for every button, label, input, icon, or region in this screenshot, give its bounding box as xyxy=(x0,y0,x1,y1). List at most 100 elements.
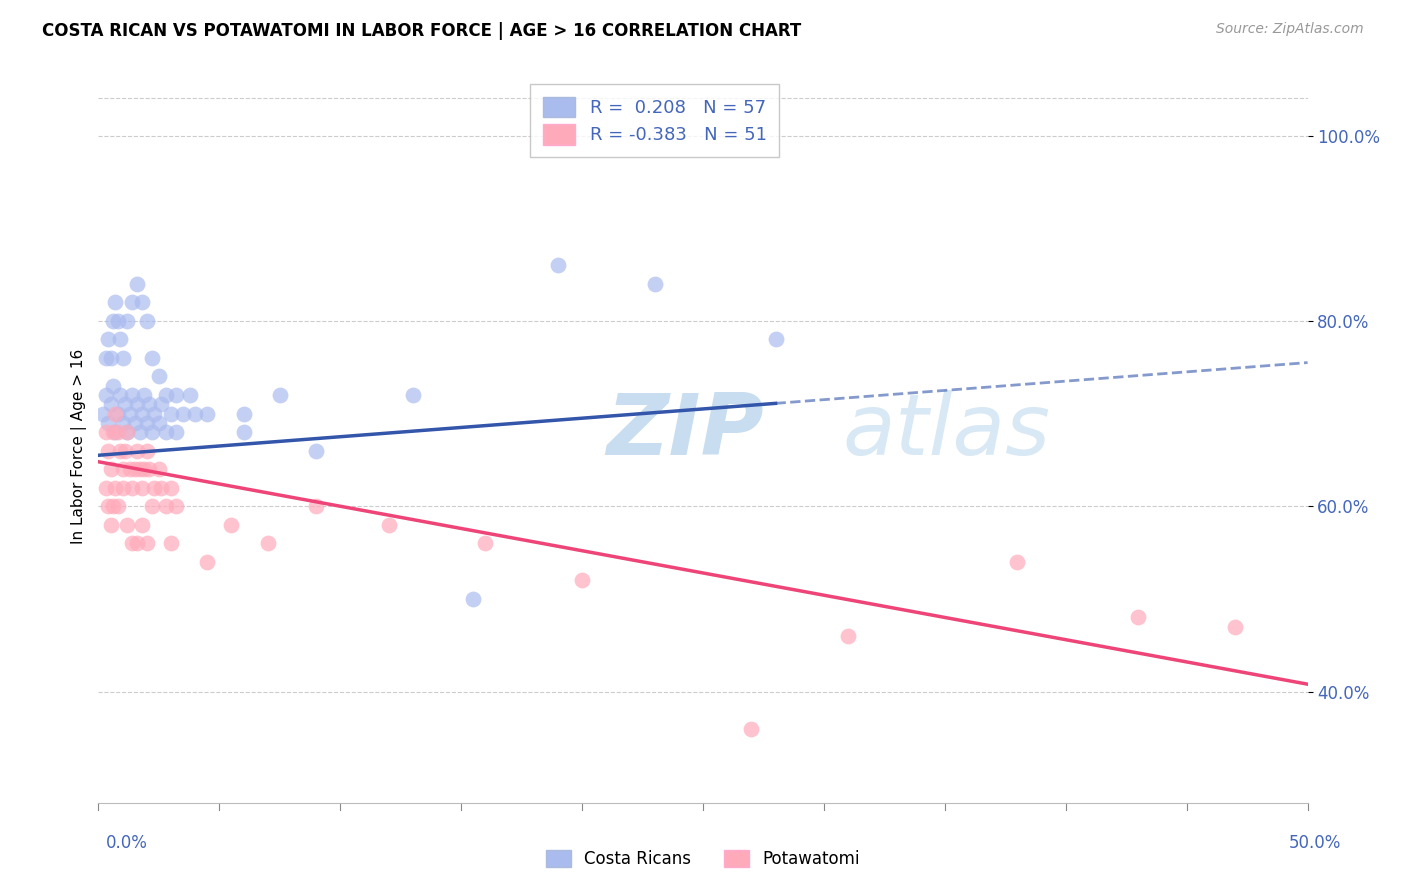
Point xyxy=(131,517,153,532)
Point xyxy=(571,574,593,588)
Point xyxy=(377,517,399,532)
Text: Source: ZipAtlas.com: Source: ZipAtlas.com xyxy=(1216,22,1364,37)
Point xyxy=(104,407,127,421)
Point xyxy=(141,500,163,514)
Text: 0.0%: 0.0% xyxy=(105,834,148,852)
Point xyxy=(1223,620,1246,634)
Point xyxy=(107,500,129,514)
Point xyxy=(121,536,143,550)
Point xyxy=(138,397,160,411)
Point xyxy=(644,277,666,291)
Point xyxy=(121,481,143,495)
Point xyxy=(111,481,134,495)
Point xyxy=(135,314,157,328)
Point xyxy=(117,425,139,439)
Point xyxy=(97,333,120,347)
Point xyxy=(121,388,143,402)
Point xyxy=(150,397,173,411)
Point xyxy=(127,277,149,291)
Point xyxy=(101,500,124,514)
Text: ZIP: ZIP xyxy=(606,390,763,474)
Point xyxy=(97,416,120,430)
Point xyxy=(837,629,859,643)
Point xyxy=(107,425,129,439)
Point xyxy=(232,407,254,421)
Point xyxy=(104,295,127,310)
Legend: R =  0.208   N = 57, R = -0.383   N = 51: R = 0.208 N = 57, R = -0.383 N = 51 xyxy=(530,84,779,157)
Point xyxy=(94,388,117,402)
Point xyxy=(165,500,187,514)
Point xyxy=(179,388,201,402)
Point xyxy=(114,443,136,458)
Point xyxy=(100,462,122,476)
Point xyxy=(155,388,177,402)
Point xyxy=(100,397,122,411)
Point xyxy=(124,416,146,430)
Point xyxy=(765,333,787,347)
Point xyxy=(165,388,187,402)
Point xyxy=(131,407,153,421)
Point xyxy=(104,481,127,495)
Point xyxy=(117,314,139,328)
Point xyxy=(155,500,177,514)
Point xyxy=(111,462,134,476)
Point xyxy=(118,462,141,476)
Point xyxy=(131,295,153,310)
Point xyxy=(127,443,149,458)
Point xyxy=(143,407,166,421)
Point xyxy=(94,351,117,365)
Point xyxy=(111,351,134,365)
Point xyxy=(128,462,150,476)
Text: atlas: atlas xyxy=(842,390,1050,474)
Point xyxy=(141,351,163,365)
Point xyxy=(172,407,194,421)
Point xyxy=(100,351,122,365)
Y-axis label: In Labor Force | Age > 16: In Labor Force | Age > 16 xyxy=(72,349,87,543)
Point xyxy=(143,481,166,495)
Point xyxy=(221,517,243,532)
Point xyxy=(141,425,163,439)
Point xyxy=(195,555,218,569)
Point xyxy=(121,295,143,310)
Point xyxy=(117,517,139,532)
Point xyxy=(474,536,496,550)
Point xyxy=(101,425,124,439)
Point xyxy=(107,407,129,421)
Point xyxy=(150,481,173,495)
Point xyxy=(1007,555,1029,569)
Point xyxy=(91,407,114,421)
Point xyxy=(463,591,485,606)
Point xyxy=(134,462,156,476)
Point xyxy=(128,425,150,439)
Point xyxy=(165,425,187,439)
Point xyxy=(118,407,141,421)
Point xyxy=(124,462,146,476)
Point xyxy=(101,378,124,392)
Point xyxy=(1128,610,1150,624)
Point xyxy=(256,536,278,550)
Point xyxy=(114,397,136,411)
Point xyxy=(232,425,254,439)
Point xyxy=(94,481,117,495)
Point xyxy=(135,536,157,550)
Point xyxy=(184,407,207,421)
Point xyxy=(155,425,177,439)
Point xyxy=(127,536,149,550)
Point xyxy=(94,425,117,439)
Point xyxy=(127,397,149,411)
Point xyxy=(100,517,122,532)
Point xyxy=(195,407,218,421)
Point xyxy=(402,388,425,402)
Point xyxy=(108,443,131,458)
Point xyxy=(111,416,134,430)
Point xyxy=(305,443,328,458)
Point xyxy=(148,462,170,476)
Legend: Costa Ricans, Potawatomi: Costa Ricans, Potawatomi xyxy=(538,843,868,875)
Point xyxy=(107,314,129,328)
Point xyxy=(160,536,183,550)
Point xyxy=(131,481,153,495)
Point xyxy=(160,407,183,421)
Point xyxy=(547,258,569,272)
Point xyxy=(160,481,183,495)
Point xyxy=(134,388,156,402)
